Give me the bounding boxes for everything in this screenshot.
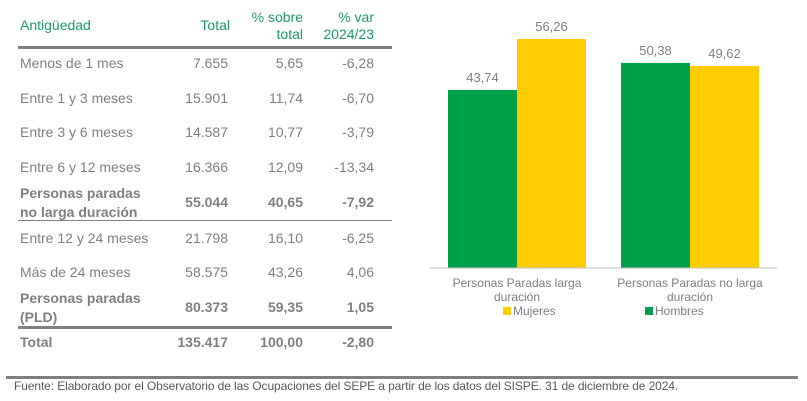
row-var: 1,05 (346, 299, 374, 315)
bar-chart: 43,74 56,26 50,38 49,62 Personas Paradas la… (430, 19, 777, 318)
row-pct: 11,74 (269, 90, 303, 106)
row-pct: 10,77 (267, 124, 303, 140)
header-divider (18, 46, 392, 49)
total-divider (18, 326, 392, 329)
header-total: Total (200, 17, 230, 33)
row-label-l2: (PLD) (20, 309, 58, 325)
data-label: 43,74 (466, 70, 499, 85)
row-total: 7.655 (192, 55, 228, 71)
row-label: Más de 24 meses (20, 264, 131, 280)
source-note: Fuente: Elaborado por el Observatorio de… (14, 379, 679, 393)
legend-swatch-mujeres (503, 307, 511, 315)
row-var: 4,06 (346, 264, 374, 280)
row-pct: 59,35 (267, 299, 303, 315)
bars-group: 43,74 56,26 50,38 49,62 (448, 19, 759, 269)
bar-mujeres-0 (517, 39, 586, 268)
row-total: 80.373 (185, 299, 228, 315)
row-label: Entre 1 y 3 meses (20, 90, 133, 106)
legend-label-mujeres: Mujeres (513, 304, 556, 318)
row-var: -6,28 (342, 55, 374, 71)
header-pct-total: % sobre total (252, 9, 303, 43)
data-label: 56,26 (535, 19, 568, 34)
category-label: duración (667, 290, 713, 304)
bar-mujeres-1 (690, 66, 759, 268)
row-total: 58.575 (185, 264, 228, 280)
data-label: 50,38 (639, 43, 672, 58)
row-var: -6,25 (342, 230, 374, 246)
table-header: Antigüedad Total % sobre total % var 202… (18, 6, 390, 46)
subtotal-divider (18, 220, 392, 221)
row-total: 21.798 (185, 230, 228, 246)
row-label-l1: Personas paradas (20, 290, 141, 306)
row-pct: 5,65 (275, 55, 303, 71)
row-pct: 100,00 (260, 334, 303, 350)
header-pct-total-l2: total (276, 26, 303, 42)
row-total: 15.901 (185, 90, 228, 106)
row-label: Personas paradas (PLD) (20, 289, 141, 327)
row-label-l2: no larga duración (20, 204, 138, 220)
row-var: -2,80 (342, 334, 374, 350)
bar-hombres-1 (621, 62, 690, 268)
row-total: 16.366 (185, 159, 228, 175)
header-antiguedad: Antigüedad (20, 17, 91, 33)
legend-swatch-hombres (645, 307, 653, 315)
row-var: -13,34 (334, 159, 374, 175)
table-row-subtotal: Personas paradas (PLD) 80.373 59,35 1,05 (18, 289, 390, 327)
row-total: 55.044 (185, 194, 228, 210)
table-row-subtotal: Personas paradas no larga duración 55.04… (18, 184, 390, 222)
row-pct: 16,10 (267, 230, 303, 246)
row-total: 14.587 (185, 124, 228, 140)
row-pct: 40,65 (267, 194, 303, 210)
row-label: Menos de 1 mes (20, 55, 124, 71)
row-var: -6,70 (342, 90, 374, 106)
row-label: Entre 6 y 12 meses (20, 159, 141, 175)
row-label: Personas paradas no larga duración (20, 184, 141, 222)
category-label: Personas Paradas larga (453, 276, 582, 290)
data-label: 49,62 (708, 46, 741, 61)
legend: Mujeres Hombres (503, 304, 704, 318)
row-var: -3,79 (342, 124, 374, 140)
row-var: -7,92 (342, 194, 374, 210)
header-pct-var-l2: 2024/23 (323, 26, 374, 42)
header-pct-var: % var 2024/23 (323, 9, 374, 43)
row-label: Entre 3 y 6 meses (20, 124, 133, 140)
header-pct-var-l1: % var (338, 9, 374, 25)
category-label: duración (494, 290, 540, 304)
row-total: 135.417 (177, 334, 228, 350)
row-pct: 43,26 (267, 264, 303, 280)
footer-divider (6, 376, 798, 379)
row-label-l1: Personas paradas (20, 185, 141, 201)
row-label: Entre 12 y 24 meses (20, 230, 149, 246)
legend-label-hombres: Hombres (655, 304, 704, 318)
category-label: Personas Paradas no larga (617, 276, 763, 290)
row-pct: 12,09 (267, 159, 303, 175)
bar-hombres-0 (448, 89, 517, 269)
row-label: Total (20, 334, 53, 350)
header-pct-total-l1: % sobre (251, 9, 303, 25)
